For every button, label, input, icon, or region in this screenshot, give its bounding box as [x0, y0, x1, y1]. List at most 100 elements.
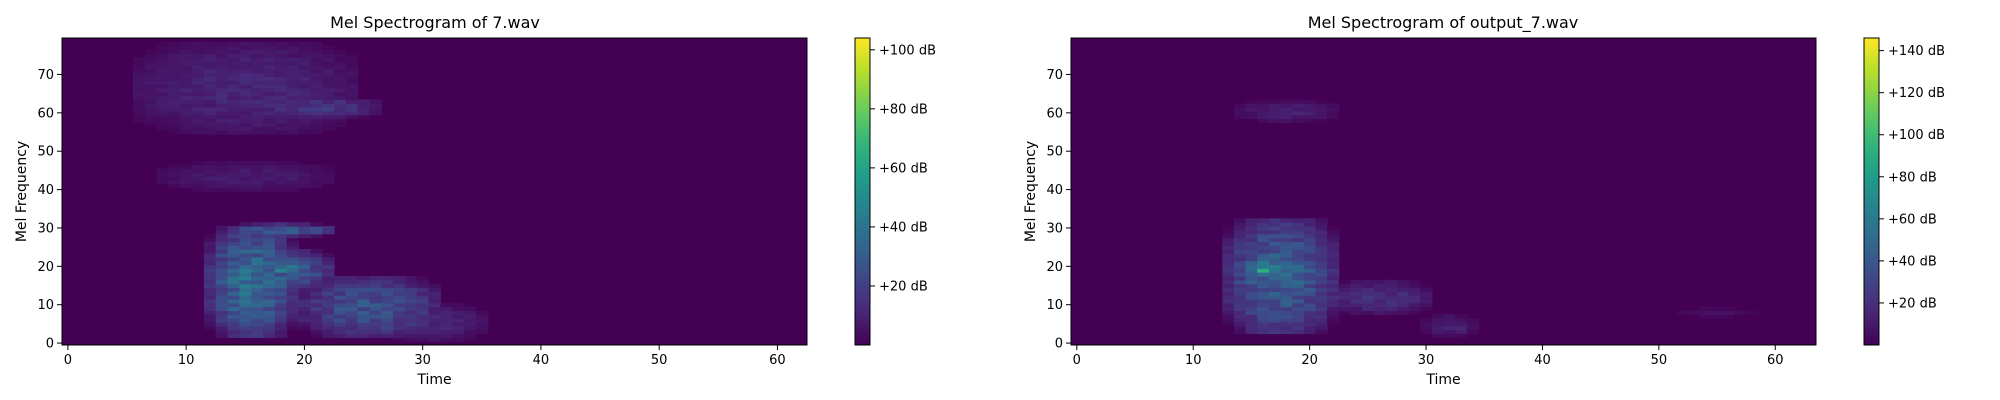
heatmap-cell — [286, 114, 300, 120]
heatmap-cell — [168, 126, 181, 131]
heatmap-cell — [416, 295, 430, 300]
heatmap-cell — [274, 130, 288, 135]
heatmap-cell — [1315, 245, 1328, 250]
heatmap-cell — [1373, 287, 1386, 292]
heatmap-cell — [215, 318, 229, 323]
heatmap-cell — [180, 103, 193, 108]
spectrogram-panel-1: Mel Spectrogram of 7.wav 0 10 20 30 40 50 60 0… — [14, 13, 936, 388]
heatmap-cell — [416, 291, 430, 296]
heatmap-cell — [1303, 103, 1317, 108]
heatmap-cell — [322, 64, 335, 70]
heatmap-cell — [369, 333, 382, 338]
heatmap-cell — [1245, 103, 1258, 108]
heatmap-cell — [1292, 321, 1305, 327]
heatmap-cell — [156, 95, 170, 100]
heatmap-cell — [322, 118, 335, 124]
heatmap-cell — [298, 268, 311, 273]
heatmap-cell — [345, 298, 359, 304]
heatmap-cell — [227, 298, 240, 304]
heatmap-cell — [180, 114, 193, 120]
heatmap-cell — [298, 229, 311, 235]
heatmap-cell — [333, 110, 347, 116]
x-axis-label: Time — [416, 372, 451, 388]
heatmap-cell — [1280, 107, 1293, 112]
heatmap-cell — [251, 103, 264, 108]
heatmap-cell — [393, 283, 406, 289]
heatmap-cell — [1303, 272, 1317, 277]
heatmap-cell — [203, 95, 217, 100]
heatmap-cell — [1245, 222, 1258, 227]
heatmap-cell — [333, 275, 347, 281]
heatmap-cell — [251, 222, 264, 227]
heatmap-cell — [1711, 314, 1724, 319]
heatmap-cell — [215, 168, 229, 173]
heatmap-cell — [132, 107, 146, 112]
heatmap-cell — [1327, 287, 1340, 292]
heatmap-cell — [1315, 275, 1328, 281]
heatmap-cell — [239, 76, 252, 81]
heatmap-cell — [345, 53, 359, 58]
heatmap-cell — [203, 126, 217, 131]
heatmap-cell — [310, 295, 323, 300]
heatmap-cell — [298, 84, 311, 89]
heatmap-cell — [192, 91, 205, 97]
heatmap-cell — [1257, 272, 1270, 277]
heatmap-cell — [416, 302, 430, 308]
heatmap-cell — [369, 283, 382, 289]
heatmap-cell — [168, 49, 181, 54]
heatmap-cell — [239, 233, 252, 239]
heatmap-cell — [1362, 306, 1375, 312]
heatmap-cell — [428, 287, 442, 292]
heatmap-cell — [298, 76, 311, 81]
heatmap-cell — [1362, 302, 1375, 308]
heatmap-cell — [1303, 318, 1317, 323]
heatmap-cell — [1245, 279, 1258, 285]
heatmap-cell — [310, 68, 323, 74]
heatmap-cell — [357, 325, 371, 331]
heatmap-cell — [310, 53, 323, 58]
heatmap-cell — [239, 295, 252, 300]
heatmap-cell — [1233, 249, 1247, 254]
heatmap-cell — [1396, 306, 1410, 312]
heatmap-cell — [251, 187, 264, 193]
heatmap-cell — [1420, 329, 1433, 335]
colorbar-tick-label: +100 dB — [879, 43, 936, 58]
heatmap-cell — [144, 91, 158, 97]
heatmap-cell — [310, 279, 323, 285]
heatmap-cell — [1408, 310, 1421, 315]
heatmap-cell — [227, 45, 240, 51]
heatmap-cell — [416, 314, 430, 319]
heatmap-cell — [333, 329, 347, 335]
heatmap-cell — [322, 68, 335, 74]
heatmap-cell — [1327, 114, 1340, 120]
heatmap-cell — [404, 329, 418, 335]
heatmap-cell — [428, 298, 442, 304]
heatmap-cell — [239, 298, 252, 304]
heatmap-cell — [1396, 298, 1410, 304]
heatmap-cell — [251, 61, 264, 66]
heatmap-cell — [251, 287, 264, 292]
heatmap-cell — [215, 95, 229, 100]
heatmap-cell — [1292, 268, 1305, 273]
heatmap-cell — [192, 187, 205, 193]
heatmap-cell — [215, 164, 229, 170]
heatmap-cell — [286, 168, 300, 173]
heatmap-cell — [239, 57, 252, 62]
heatmap-cell — [381, 302, 394, 308]
heatmap-cell — [1222, 295, 1235, 300]
heatmap-cell — [251, 118, 264, 124]
heatmap-cell — [1245, 325, 1258, 331]
heatmap-cell — [263, 222, 276, 227]
heatmap-cell — [156, 57, 170, 62]
heatmap-cell — [310, 107, 323, 112]
y-tick-label: 70 — [1046, 68, 1063, 83]
heatmap-cell — [144, 122, 158, 127]
heatmap-cell — [215, 264, 229, 269]
heatmap-cell — [274, 41, 288, 47]
heatmap-cell — [239, 126, 252, 131]
heatmap-cell — [227, 130, 240, 135]
heatmap-cell — [227, 76, 240, 81]
heatmap-cell — [192, 172, 205, 177]
heatmap-cell — [192, 68, 205, 74]
heatmap-cell — [1222, 249, 1235, 254]
